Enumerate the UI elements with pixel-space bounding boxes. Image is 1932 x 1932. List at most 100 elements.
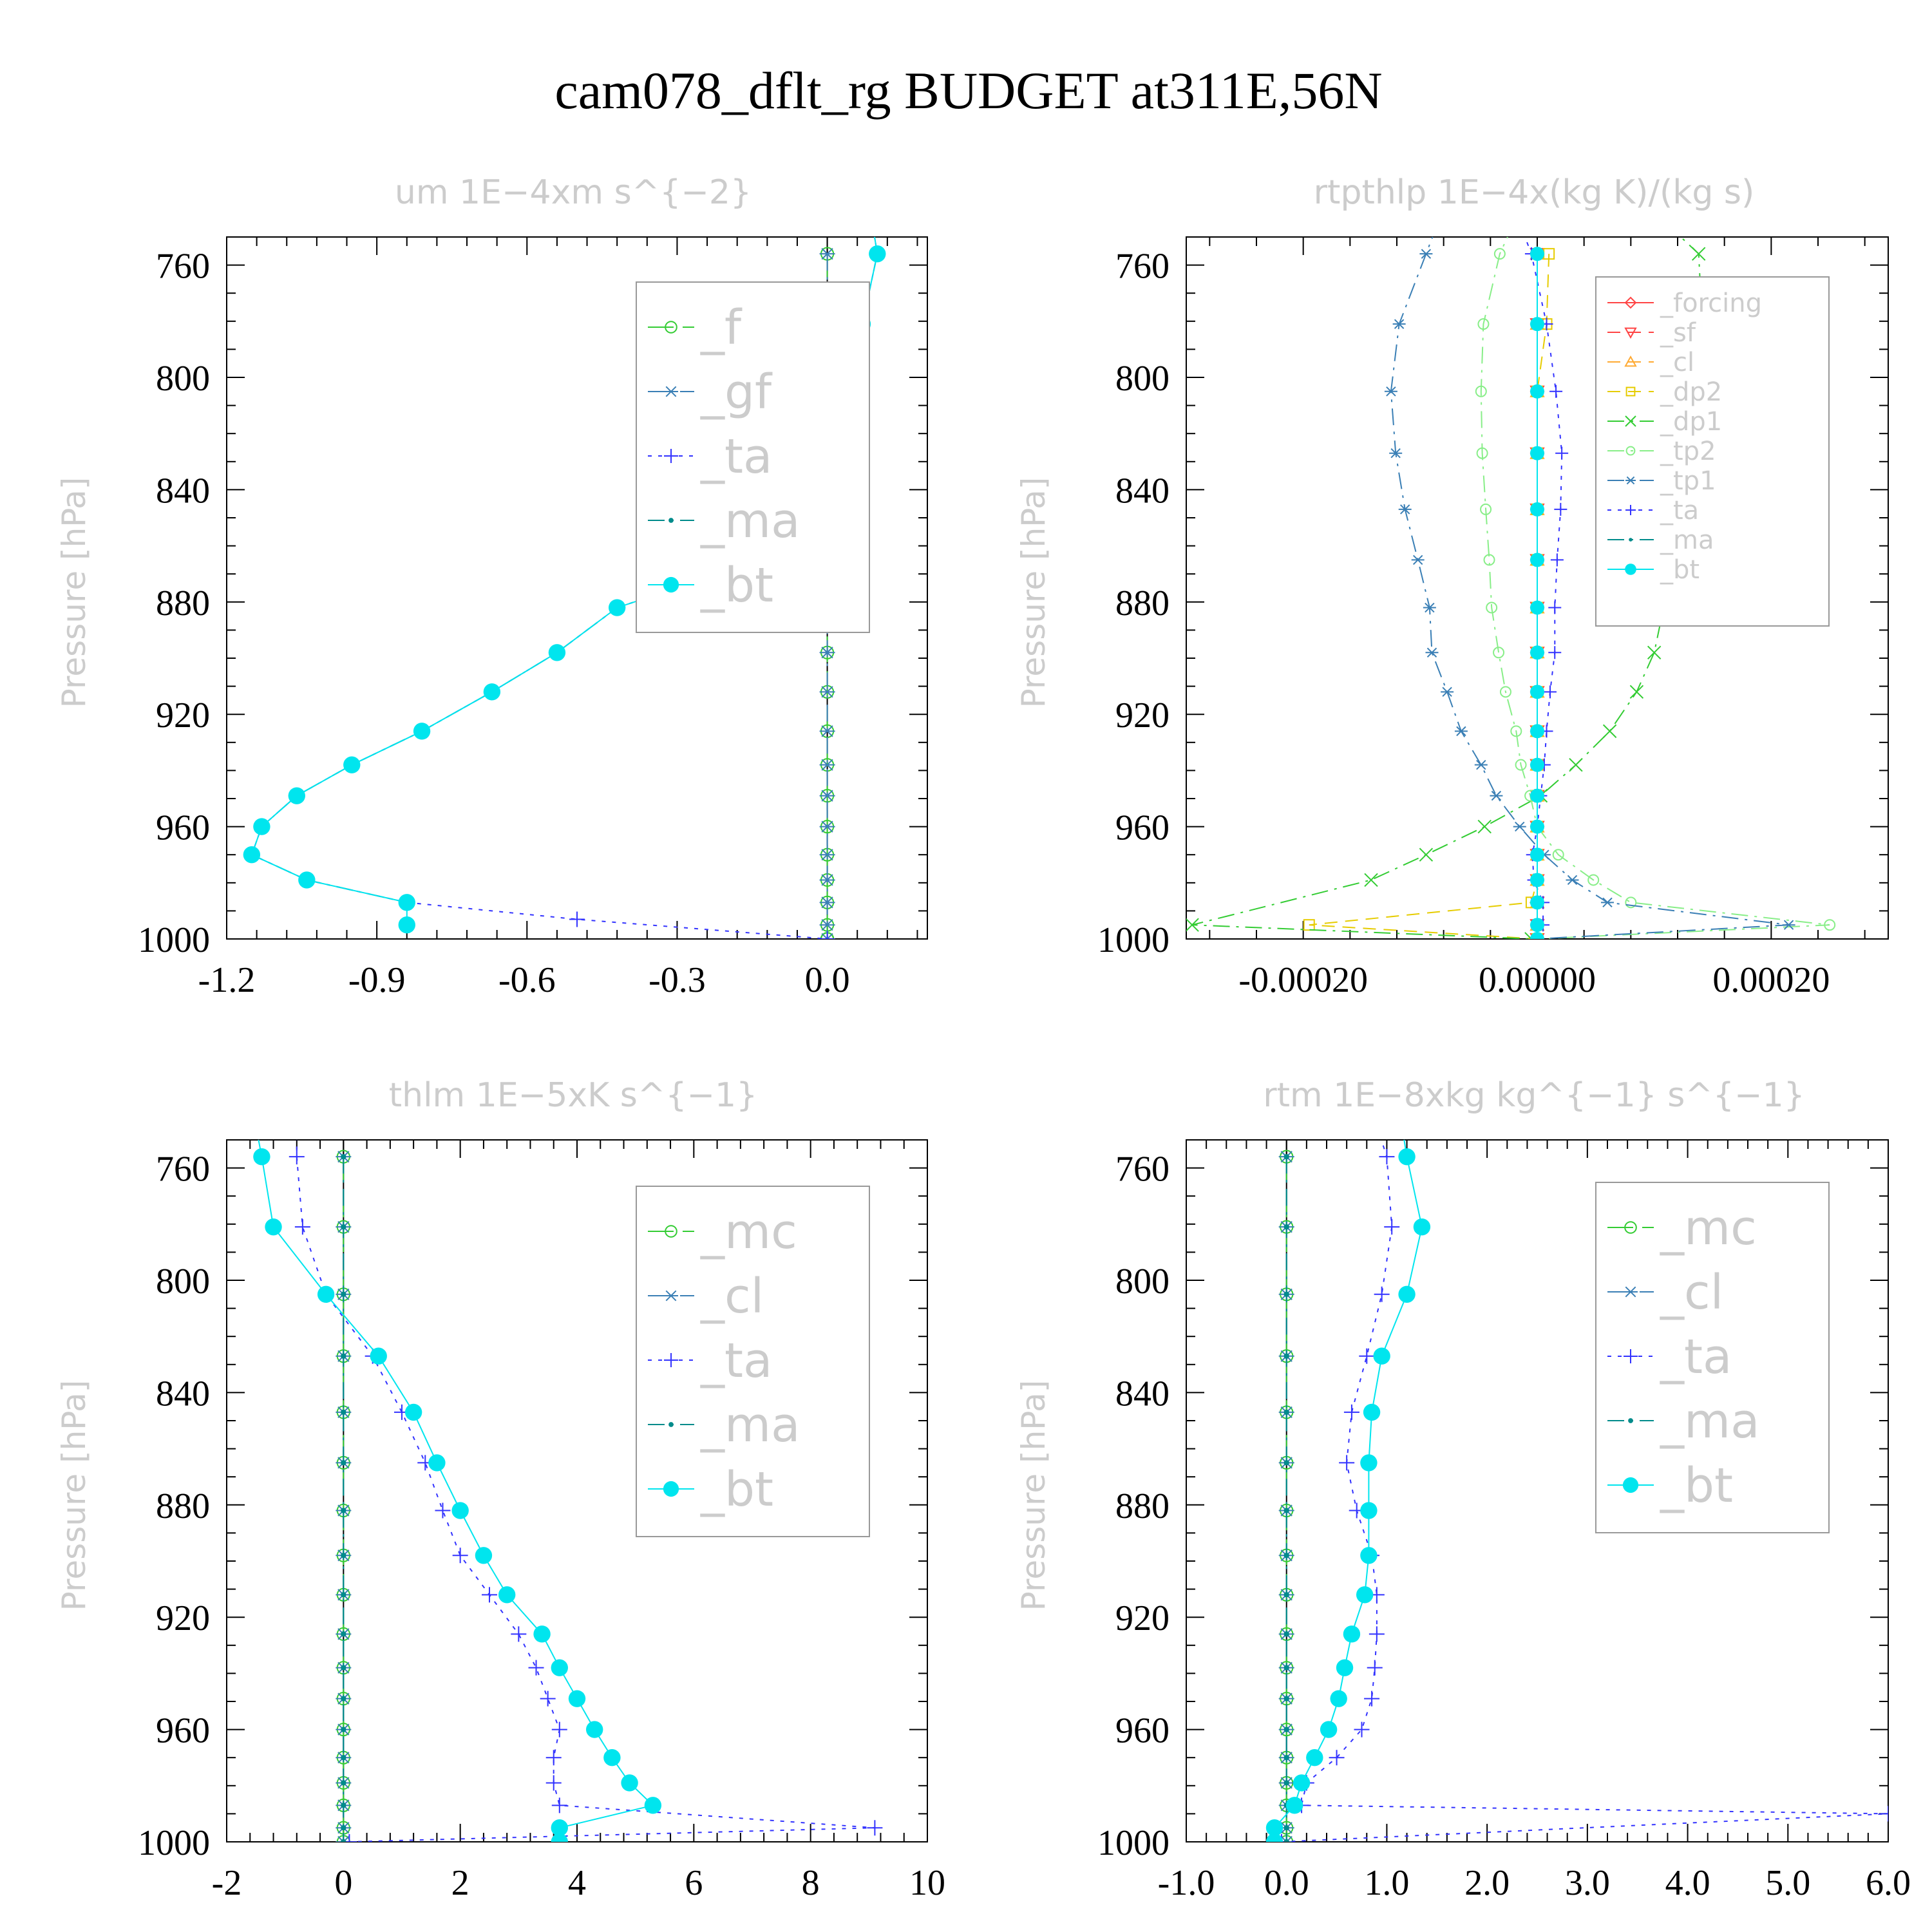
x-tick-label: 0 bbox=[334, 1863, 352, 1903]
data-point bbox=[1510, 725, 1522, 737]
panel-thlm: thlm 1E−5xK s^{−1} Pressure [hPa] 760 800… bbox=[55, 1076, 945, 1903]
legend-marker bbox=[1625, 505, 1636, 515]
y-tick-label: 840 bbox=[156, 471, 210, 511]
data-point bbox=[551, 1659, 568, 1676]
data-point bbox=[869, 245, 886, 263]
y-tick-label: 920 bbox=[1115, 696, 1170, 735]
legend-label: _tp1 bbox=[1660, 466, 1716, 496]
data-point bbox=[1265, 1819, 1283, 1837]
data-point bbox=[1486, 601, 1498, 614]
data-point bbox=[1384, 386, 1397, 397]
x-tick-label: 5.0 bbox=[1765, 1863, 1810, 1903]
data-point bbox=[819, 790, 835, 802]
x-tick-label: 10 bbox=[909, 1863, 945, 1903]
data-point bbox=[1384, 1219, 1400, 1235]
legend: _mc _cl _ta _ma _bt bbox=[1595, 1182, 1830, 1533]
y-tick-label: 920 bbox=[1115, 1598, 1170, 1638]
y-tick-label: 760 bbox=[156, 247, 210, 287]
data-point bbox=[819, 849, 835, 861]
x-tick-label: 8 bbox=[802, 1863, 820, 1903]
legend-label: _dp2 bbox=[1660, 377, 1722, 407]
legend-label: _bt bbox=[1660, 1458, 1733, 1513]
data-point bbox=[1625, 896, 1637, 909]
data-point bbox=[1423, 602, 1436, 613]
data-point bbox=[1691, 247, 1706, 261]
data-point bbox=[819, 820, 835, 833]
data-point bbox=[1530, 788, 1544, 803]
data-point bbox=[1543, 685, 1557, 699]
y-tick-label: 880 bbox=[1115, 583, 1170, 623]
data-point bbox=[483, 683, 501, 701]
legend-box bbox=[636, 281, 870, 633]
y-tick-label: 960 bbox=[156, 1711, 210, 1751]
x-tick-label: 4 bbox=[568, 1863, 586, 1903]
data-point bbox=[1530, 645, 1544, 660]
legend-marker bbox=[664, 449, 678, 463]
x-tick-label: -1.0 bbox=[1158, 1863, 1215, 1903]
data-point bbox=[1283, 1460, 1289, 1466]
data-point bbox=[1493, 248, 1506, 260]
data-point bbox=[1499, 686, 1511, 698]
legend-marker bbox=[1624, 1349, 1638, 1363]
y-axis-label: Pressure [hPa] bbox=[1015, 477, 1052, 708]
data-point bbox=[1552, 849, 1564, 861]
data-point bbox=[1601, 897, 1614, 908]
legend-label: _cl bbox=[1660, 1265, 1723, 1320]
legend-label: _cl bbox=[700, 1269, 764, 1324]
y-tick-label: 760 bbox=[1115, 247, 1170, 287]
data-point bbox=[341, 1780, 346, 1786]
data-point bbox=[819, 919, 835, 931]
data-point bbox=[551, 1721, 567, 1738]
data-point bbox=[341, 1727, 346, 1732]
legend-marker bbox=[1629, 538, 1633, 542]
data-point bbox=[1454, 726, 1468, 737]
y-tick-label: 920 bbox=[156, 696, 210, 735]
data-point bbox=[1476, 447, 1488, 459]
data-point bbox=[413, 723, 431, 740]
data-point bbox=[819, 931, 835, 939]
legend-label: _ma bbox=[1660, 1394, 1759, 1449]
data-point bbox=[1343, 1625, 1361, 1643]
legend-marker bbox=[1628, 1418, 1633, 1423]
x-tick-label: 2.0 bbox=[1464, 1863, 1510, 1903]
y-tick-label: 1000 bbox=[138, 920, 210, 960]
panel-um: um 1E−4xm s^{−2} Pressure [hPa] 760 800 84… bbox=[55, 173, 928, 1000]
y-tick-label: 960 bbox=[1115, 1711, 1170, 1751]
data-point bbox=[341, 1508, 346, 1513]
data-point bbox=[341, 1553, 346, 1558]
legend-marker bbox=[1622, 1477, 1639, 1493]
data-point bbox=[603, 1749, 621, 1766]
y-tick-label: 880 bbox=[1115, 1486, 1170, 1526]
data-point bbox=[1283, 1508, 1289, 1513]
legend-marker bbox=[1624, 296, 1637, 309]
data-point bbox=[288, 787, 305, 804]
x-tick-label: 2 bbox=[451, 1863, 469, 1903]
data-point bbox=[1530, 502, 1544, 516]
data-point bbox=[1530, 384, 1544, 399]
data-point bbox=[545, 1750, 562, 1766]
data-point bbox=[1425, 647, 1439, 658]
data-point bbox=[253, 1148, 270, 1166]
data-point bbox=[819, 933, 835, 939]
data-point bbox=[1283, 1665, 1289, 1671]
data-point bbox=[551, 1819, 568, 1837]
data-point bbox=[1530, 317, 1544, 332]
legend: _mc _cl _ta _ma _bt bbox=[636, 1186, 870, 1537]
y-tick-label: 1000 bbox=[1097, 1823, 1170, 1863]
data-point bbox=[1283, 1825, 1289, 1831]
data-point bbox=[1548, 646, 1562, 659]
data-point bbox=[1483, 554, 1495, 566]
data-point bbox=[1379, 1149, 1395, 1165]
legend-label: _gf bbox=[700, 365, 773, 420]
y-tick-label: 960 bbox=[156, 808, 210, 848]
data-point bbox=[341, 1353, 346, 1359]
data-point bbox=[1555, 446, 1569, 460]
legend-marker bbox=[1624, 1286, 1638, 1298]
series-line-tp2 bbox=[1480, 237, 1830, 939]
data-point bbox=[586, 1721, 603, 1738]
data-point bbox=[1278, 1835, 1294, 1842]
data-point bbox=[1283, 1409, 1289, 1416]
data-point bbox=[533, 1625, 551, 1643]
legend-box bbox=[636, 1186, 870, 1537]
legend-marker bbox=[664, 1353, 678, 1367]
